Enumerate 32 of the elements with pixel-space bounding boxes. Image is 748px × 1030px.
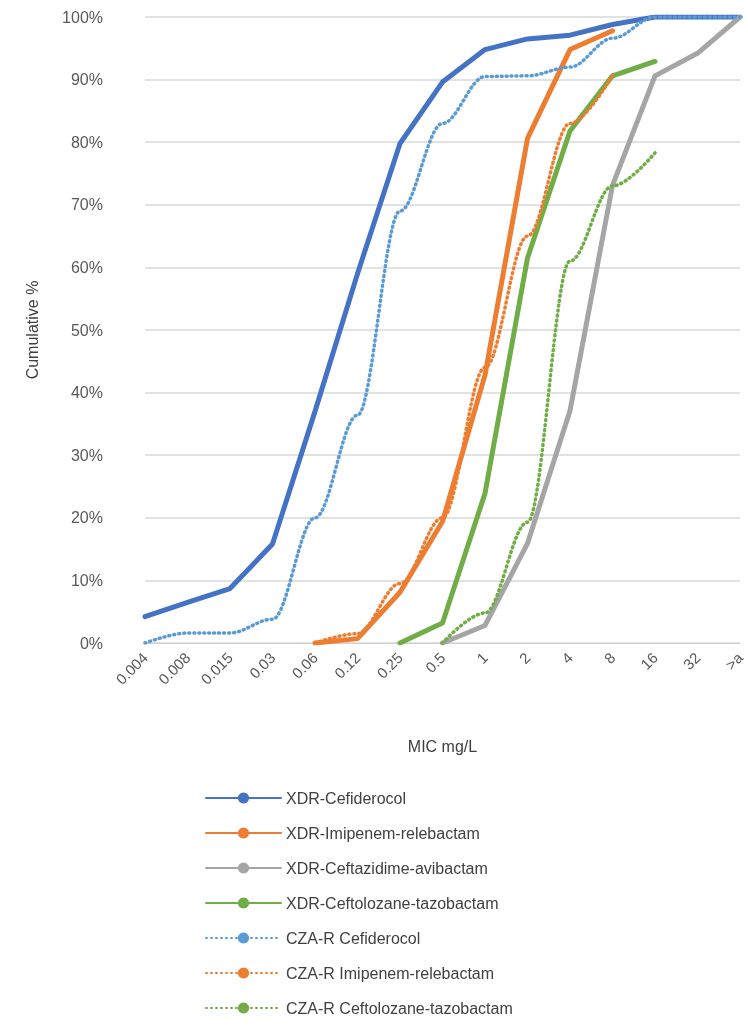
x-tick-label: 4 [558, 648, 577, 667]
x-tick-label: 0.06 [288, 648, 322, 682]
y-tick-label: 80% [70, 133, 103, 151]
x-tick-label: 2 [515, 648, 534, 667]
y-tick-label: 60% [70, 258, 103, 276]
y-tick-label: 20% [70, 509, 103, 527]
x-tick-label: 0.03 [245, 648, 279, 682]
legend-label: CZA-R Imipenem-relebactam [286, 964, 495, 982]
y-tick-label: 40% [70, 384, 103, 402]
y-tick-label: 30% [70, 446, 103, 464]
y-tick-label: 90% [70, 71, 103, 89]
legend-label: XDR-Ceftolozane-tazobactam [286, 894, 499, 912]
x-tick-label: 0.12 [330, 648, 364, 682]
x-tick-label: 8 [600, 648, 619, 667]
y-tick-label: 70% [70, 196, 103, 214]
x-axis-title: MIC mg/L [407, 737, 478, 755]
legend-label: CZA-R Cefiderocol [286, 929, 421, 947]
legend-label: XDR-Ceftazidime-avibactam [286, 859, 488, 877]
y-axis-title: Cumulative % [23, 280, 41, 380]
legend-label: XDR-Cefiderocol [286, 789, 407, 807]
x-tick-label: 16 [637, 648, 662, 673]
y-tick-label: 50% [70, 321, 103, 339]
y-tick-label: 0% [79, 634, 103, 652]
x-tick-label: 0.5 [421, 648, 449, 676]
line-series [440, 151, 657, 645]
x-tick-label: 1 [473, 648, 492, 667]
x-tick-label: >a [721, 648, 747, 674]
x-tick-label: 32 [679, 648, 704, 673]
legend-label: CZA-R Ceftolozane-tazobactam [286, 999, 513, 1017]
y-tick-label: 10% [70, 571, 103, 589]
legend-label: XDR-Imipenem-relebactam [286, 824, 480, 842]
y-tick-label: 100% [62, 8, 103, 26]
